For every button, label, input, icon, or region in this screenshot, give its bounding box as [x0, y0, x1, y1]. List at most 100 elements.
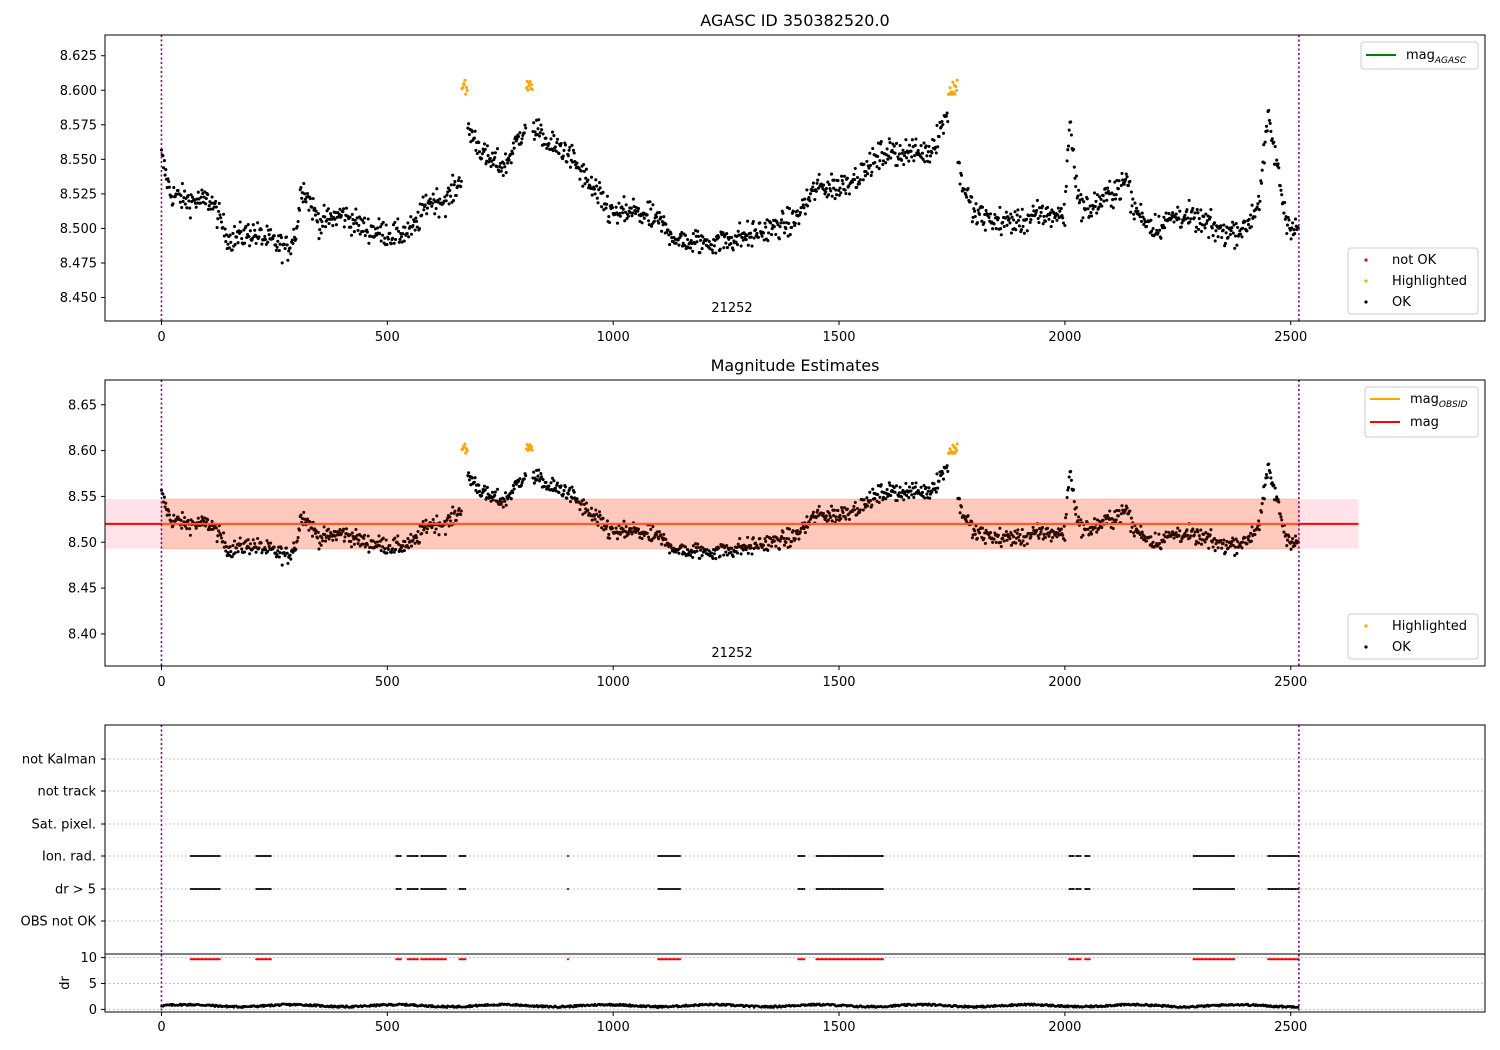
ok-point: [1231, 231, 1235, 235]
ok-point: [1025, 229, 1029, 233]
ok-point: [272, 234, 276, 238]
y-tick-label: 8.500: [60, 222, 97, 237]
ok-point: [204, 202, 208, 206]
ok-point: [1077, 188, 1081, 192]
ok-point: [344, 527, 349, 531]
ok-point: [568, 500, 573, 504]
flag-point: [857, 855, 860, 857]
ok-point: [1207, 235, 1211, 240]
flag-point: [844, 855, 847, 857]
ok-point: [959, 505, 964, 509]
ok-point: [875, 165, 879, 169]
ok-point: [371, 539, 375, 543]
ok-point: [1231, 220, 1235, 224]
ok-point: [297, 208, 302, 212]
ok-point: [457, 176, 461, 180]
ok-point: [391, 547, 395, 551]
flag-point: [189, 855, 192, 857]
ok-point: [1195, 208, 1199, 212]
highlighted-point: [948, 86, 952, 90]
ok-point: [437, 533, 441, 537]
flag-point: [1270, 888, 1273, 890]
ok-point: [614, 526, 618, 530]
ok-point: [1193, 211, 1197, 215]
ok-point: [679, 234, 683, 238]
ok-point: [696, 234, 701, 238]
ok-point: [631, 211, 635, 215]
ok-point: [712, 552, 716, 556]
ok-point: [605, 202, 609, 206]
ok-point: [887, 137, 891, 141]
ok-point: [924, 485, 928, 490]
ok-point: [227, 246, 231, 250]
flag-point: [1277, 855, 1280, 857]
ok-point: [1272, 483, 1276, 487]
ok-point: [1004, 216, 1008, 220]
flag-point: [876, 855, 879, 857]
ok-point: [406, 221, 410, 225]
ok-point: [435, 187, 439, 191]
ok-point: [745, 234, 749, 238]
ok-point: [614, 205, 618, 209]
ok-point: [493, 155, 497, 160]
ok-point: [303, 517, 307, 521]
ok-point: [279, 546, 283, 550]
ok-point: [172, 513, 176, 517]
flag-point: [1287, 855, 1290, 857]
ok-point: [758, 536, 762, 541]
ok-point: [1159, 547, 1163, 551]
ok-point: [206, 193, 210, 197]
flag-point: [877, 888, 880, 890]
ok-point: [1093, 204, 1097, 209]
ok-point: [323, 225, 328, 229]
ok-point: [834, 518, 839, 522]
ok-point: [260, 551, 264, 555]
ok-point: [399, 235, 403, 239]
ok-point: [279, 236, 283, 240]
flag-point: [842, 888, 845, 890]
ok-point: [1130, 204, 1134, 208]
ok-point: [538, 131, 542, 135]
ok-point: [992, 537, 996, 541]
agasc-obsid-annotation: 21252: [711, 301, 752, 316]
flag-point: [840, 888, 842, 890]
flag-point: [440, 855, 443, 857]
ok-point: [1209, 207, 1213, 212]
ok-point: [590, 518, 594, 522]
highlighted-point: [463, 78, 467, 82]
ok-point: [342, 225, 346, 229]
ok-point: [253, 541, 257, 546]
ok-point: [1017, 539, 1021, 543]
flag-point: [881, 888, 884, 890]
ok-point: [360, 218, 364, 222]
ok-point: [696, 545, 701, 550]
ok-point: [1292, 541, 1296, 545]
ok-point: [824, 190, 828, 194]
ok-point: [1214, 229, 1218, 233]
ok-point: [285, 243, 289, 247]
ok-point: [1010, 215, 1014, 219]
ok-point: [414, 216, 418, 220]
ok-point: [662, 532, 666, 536]
ok-point: [1136, 209, 1140, 213]
ok-point: [179, 193, 183, 198]
ok-point: [537, 468, 541, 472]
ok-point: [352, 222, 356, 226]
ok-point: [1287, 535, 1291, 539]
ok-point: [1226, 235, 1230, 239]
ok-point: [1022, 231, 1026, 235]
ok-point: [878, 495, 882, 499]
flag-point: [855, 855, 858, 857]
ok-point: [868, 490, 872, 494]
flag-point: [198, 855, 201, 857]
ok-point: [572, 151, 576, 155]
ok-point: [1048, 211, 1052, 215]
ok-point: [319, 543, 323, 547]
ok-point: [446, 190, 450, 194]
ok-point: [905, 493, 909, 497]
ok-point: [495, 487, 500, 491]
flag-point: [822, 888, 825, 890]
ok-point: [469, 140, 473, 144]
ok-point: [1164, 211, 1168, 215]
ok-point: [666, 228, 670, 232]
